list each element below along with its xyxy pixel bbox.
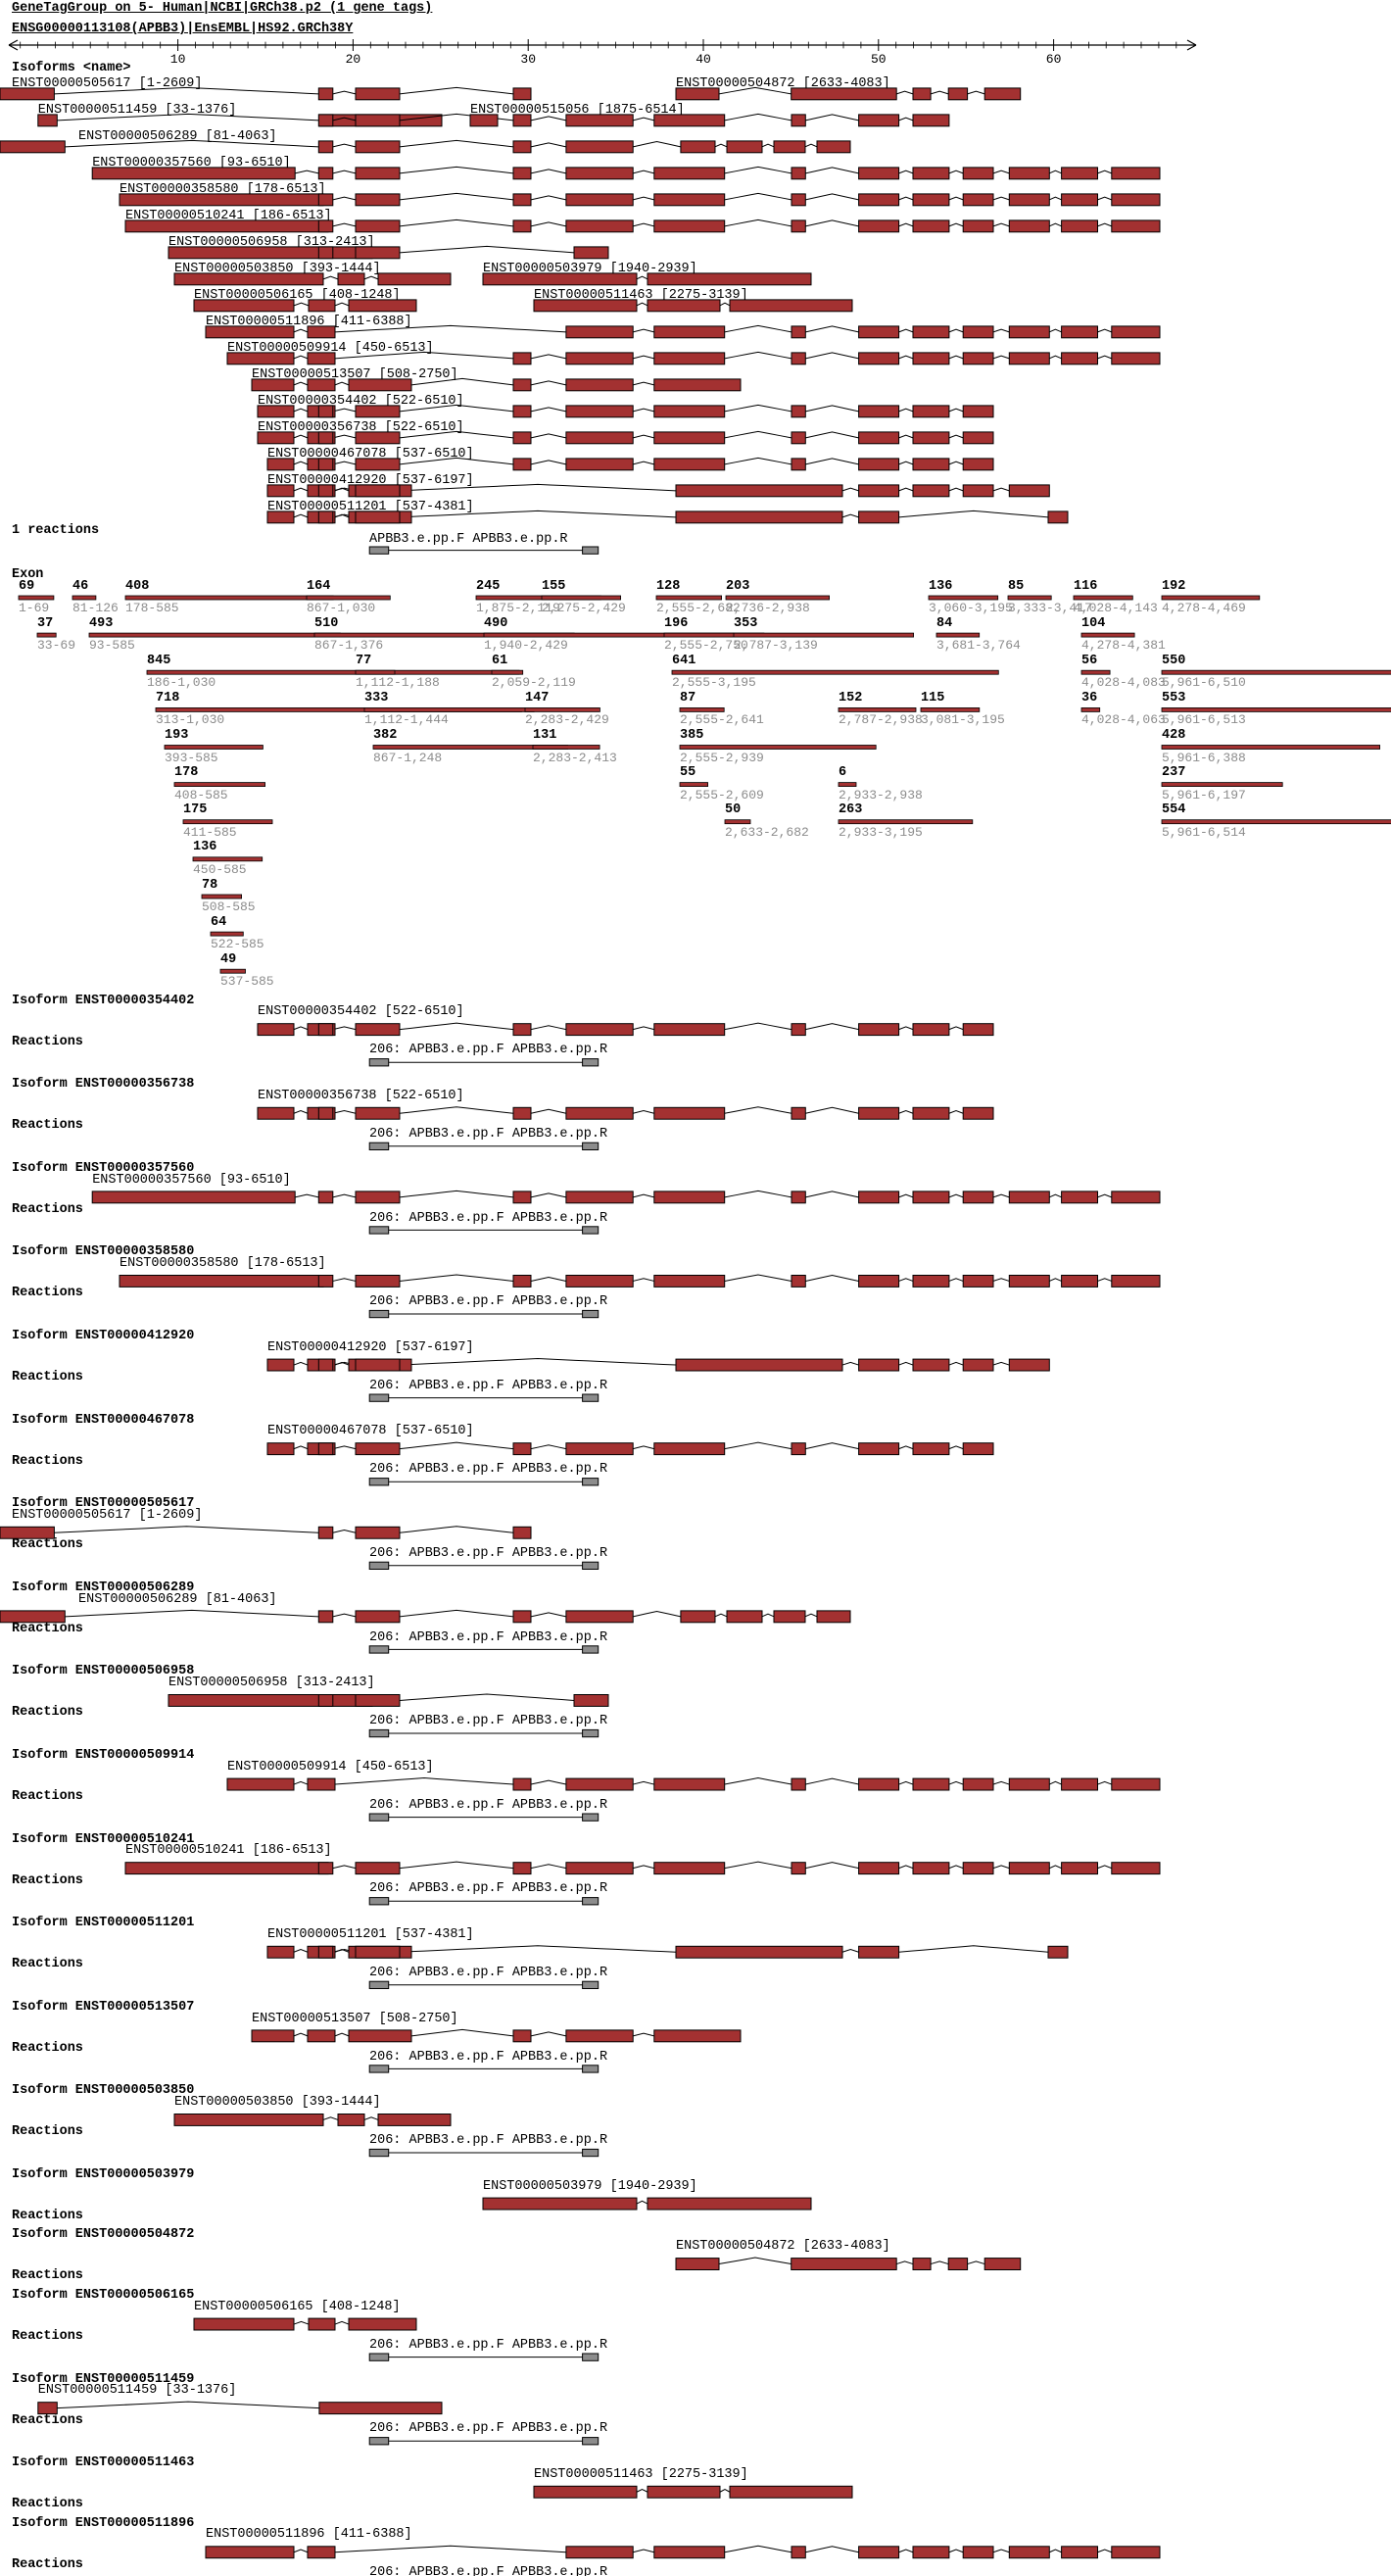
svg-text:50: 50 — [871, 52, 887, 67]
svg-text:40: 40 — [696, 52, 711, 67]
svg-text:20: 20 — [346, 52, 361, 67]
svg-text:30: 30 — [520, 52, 536, 67]
svg-text:60: 60 — [1046, 52, 1062, 67]
svg-text:10: 10 — [170, 52, 186, 67]
